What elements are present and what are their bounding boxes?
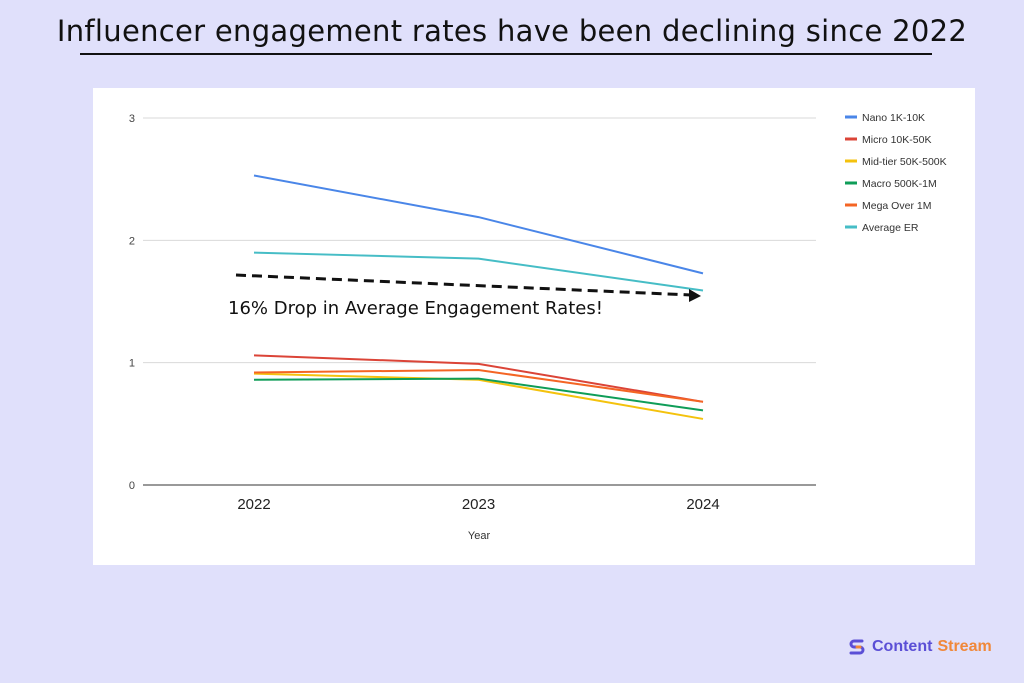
series-line-macro-500k-1m (253, 377, 704, 412)
series-line-mid-tier-50k-500k (253, 372, 704, 420)
legend-label: Average ER (862, 222, 919, 234)
x-tick-label: 2022 (237, 496, 270, 513)
chart-card: 0 1 2 3 2022 2023 2024 Year Nano 1K-10K Micro 10K… (93, 88, 975, 565)
y-tick-label: 2 (129, 235, 135, 247)
legend-label: Mega Over 1M (862, 200, 931, 212)
legend-label: Nano 1K-10K (862, 112, 925, 124)
y-tick-label: 1 (129, 358, 135, 370)
legend-label: Macro 500K-1M (862, 178, 937, 190)
y-tick-label: 0 (129, 480, 135, 492)
logo-text-content: Content (872, 638, 933, 655)
x-tick-label: 2024 (686, 496, 719, 513)
x-tick-label: 2023 (462, 496, 495, 513)
y-tick-label: 3 (129, 113, 135, 125)
legend-label: Mid-tier 50K-500K (862, 156, 947, 168)
series-line-mega-over-1m (253, 369, 704, 403)
logo-text-stream: Stream (937, 638, 992, 655)
x-axis-label: Year (468, 530, 491, 542)
trend-arrow (235, 273, 692, 297)
title-underline (80, 53, 932, 55)
series-line-nano-1k-10k (253, 174, 704, 275)
page-title: Influencer engagement rates have been de… (56, 14, 968, 48)
series-line-average-er (253, 251, 704, 292)
line-chart: 0 1 2 3 2022 2023 2024 Year Nano 1K-10K Micro 10K… (129, 112, 947, 542)
arrow-head-icon (689, 289, 701, 302)
series-line-micro-10k-50k (253, 354, 704, 403)
logo-icon (849, 639, 865, 655)
annotation-text: 16% Drop in Average Engagement Rates! (228, 298, 603, 319)
legend-label: Micro 10K-50K (862, 134, 931, 146)
logo: Content Stream (848, 638, 992, 656)
